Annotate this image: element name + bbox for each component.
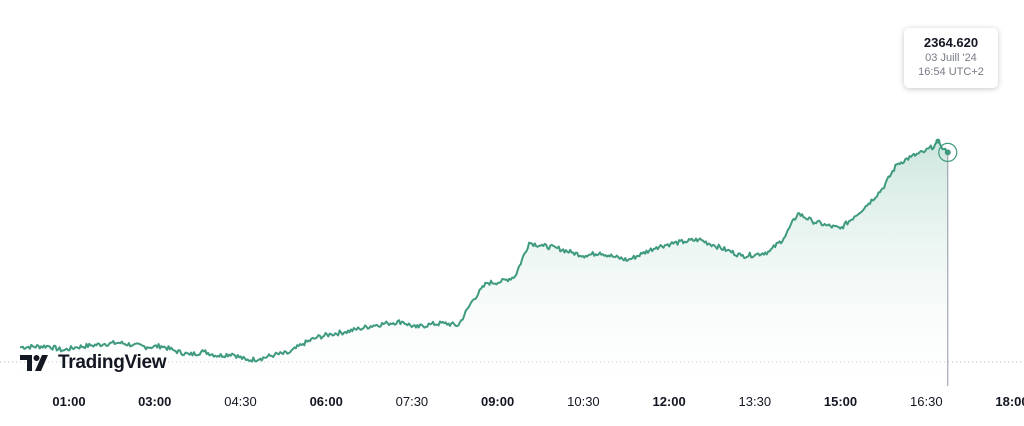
x-tick-label: 01:00 [52, 394, 85, 409]
x-tick-label: 07:30 [396, 394, 429, 409]
x-tick-label: 12:00 [652, 394, 685, 409]
x-tick-label: 03:00 [138, 394, 171, 409]
tooltip-price: 2364.620 [923, 35, 979, 50]
x-axis-ticks: 01:00 03:00 04:30 06:00 07:30 09:00 10:30 12:00… [52, 394, 1024, 409]
price-area-fill [20, 141, 948, 388]
x-tick-label: 09:00 [481, 394, 514, 409]
hover-marker-dot [944, 149, 951, 156]
last-price-dot [935, 138, 941, 144]
x-tick-label: 18:00 [995, 394, 1024, 409]
x-tick-label: 04:30 [224, 394, 257, 409]
x-tick-label: 16:30 [910, 394, 943, 409]
tooltip-time: 16:54 UTC+2 [918, 66, 984, 78]
price-tooltip: 2364.620 03 Juill '24 16:54 UTC+2 [904, 28, 998, 88]
brand-name: TradingView [58, 352, 167, 373]
x-tick-label: 15:00 [824, 394, 857, 409]
x-tick-label: 10:30 [567, 394, 600, 409]
hover-marker-ring [938, 142, 958, 162]
tooltip-date: 03 Juill '24 [925, 52, 977, 64]
tradingview-logo[interactable]: TradingView [20, 352, 167, 374]
x-tick-label: 13:30 [739, 394, 772, 409]
x-tick-label: 06:00 [310, 394, 343, 409]
tradingview-logo-icon [20, 355, 48, 371]
price-line [19, 140, 948, 363]
